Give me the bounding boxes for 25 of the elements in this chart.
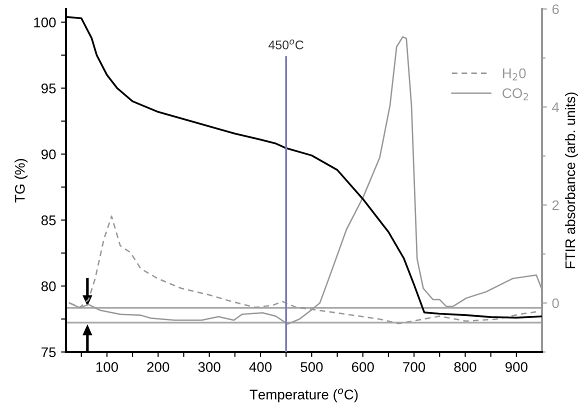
- x-axis-title: Temperature ($^{o}$C): [250, 388, 358, 402]
- y-tick-label: 85: [41, 215, 56, 226]
- x-tick-label: 400: [249, 362, 272, 372]
- x-tick-label: 900: [505, 362, 528, 372]
- y-tick-label: 100: [34, 18, 56, 28]
- y2-axis-title: FTIR absorbance (arb. units): [565, 92, 578, 268]
- x-tick-label: 100: [96, 362, 118, 372]
- y-tick-label: 80: [41, 281, 56, 292]
- x-tick-label: 200: [147, 362, 170, 372]
- y-axis-title: TG (%): [14, 158, 28, 203]
- x-tick-label: 600: [352, 362, 374, 372]
- x-tick-label: 500: [300, 362, 323, 372]
- legend-label: H$_{2}$0: [503, 68, 526, 80]
- y-tick-label: 90: [41, 149, 56, 160]
- y-tick-label: 95: [41, 83, 56, 94]
- y2-tick-label: 0: [552, 298, 559, 308]
- x-tick-label: 300: [198, 362, 220, 372]
- y2-tick-label: 4: [552, 102, 560, 112]
- legend-label: CO$_{2}$: [502, 88, 528, 100]
- y2-tick-label: 2: [552, 200, 559, 210]
- x-tick-label: 800: [454, 362, 476, 372]
- y2-tick-label: 6: [552, 4, 559, 14]
- ref-line-label: 450$^{o}$C: [268, 40, 304, 50]
- y-tick-label: 75: [42, 347, 56, 358]
- x-tick-label: 700: [403, 362, 426, 372]
